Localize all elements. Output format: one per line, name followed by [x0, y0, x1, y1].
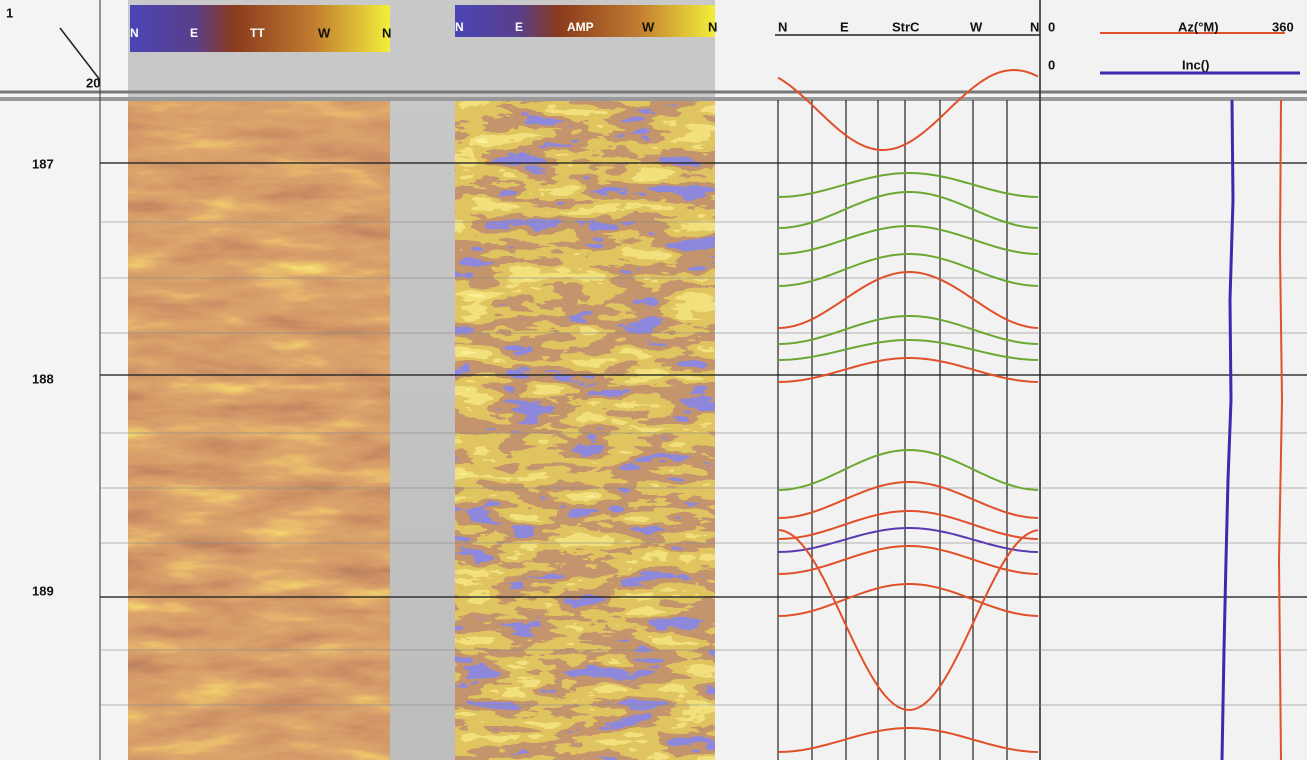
inclination-label: Inc(): [1182, 57, 1209, 72]
azimuth-label: Az(°M): [1178, 19, 1219, 34]
depth-label: 189: [32, 583, 54, 598]
track-label: W: [970, 19, 983, 34]
track-label: N: [1030, 19, 1039, 34]
depth-column: [0, 0, 128, 760]
track-label: StrC: [892, 19, 920, 34]
track-label: TT: [250, 26, 265, 40]
depth-label: 188: [32, 371, 54, 386]
track-label: E: [515, 20, 523, 34]
track-label: N: [130, 26, 139, 40]
depth-scale: 20: [86, 75, 100, 90]
track-label: W: [318, 25, 331, 40]
track-label: N: [708, 19, 717, 34]
track-label: E: [840, 19, 849, 34]
track-label: W: [642, 19, 655, 34]
track-label: E: [190, 26, 198, 40]
azimuth-min: 0: [1048, 19, 1055, 34]
track-label: N: [778, 19, 787, 34]
log-page: 1 20 N E TT W N N E AMP W N N E StrC W N…: [0, 0, 1307, 760]
depth-top: 1: [6, 5, 13, 20]
azimuth-max: 360: [1272, 19, 1294, 34]
track-label: N: [382, 25, 391, 40]
depth-label: 187: [32, 156, 54, 171]
travel-time-image: [128, 100, 390, 760]
inclination-min: 0: [1048, 57, 1055, 72]
track-label: N: [455, 20, 464, 34]
track-label: AMP: [567, 20, 594, 34]
amplitude-image: [455, 100, 715, 760]
